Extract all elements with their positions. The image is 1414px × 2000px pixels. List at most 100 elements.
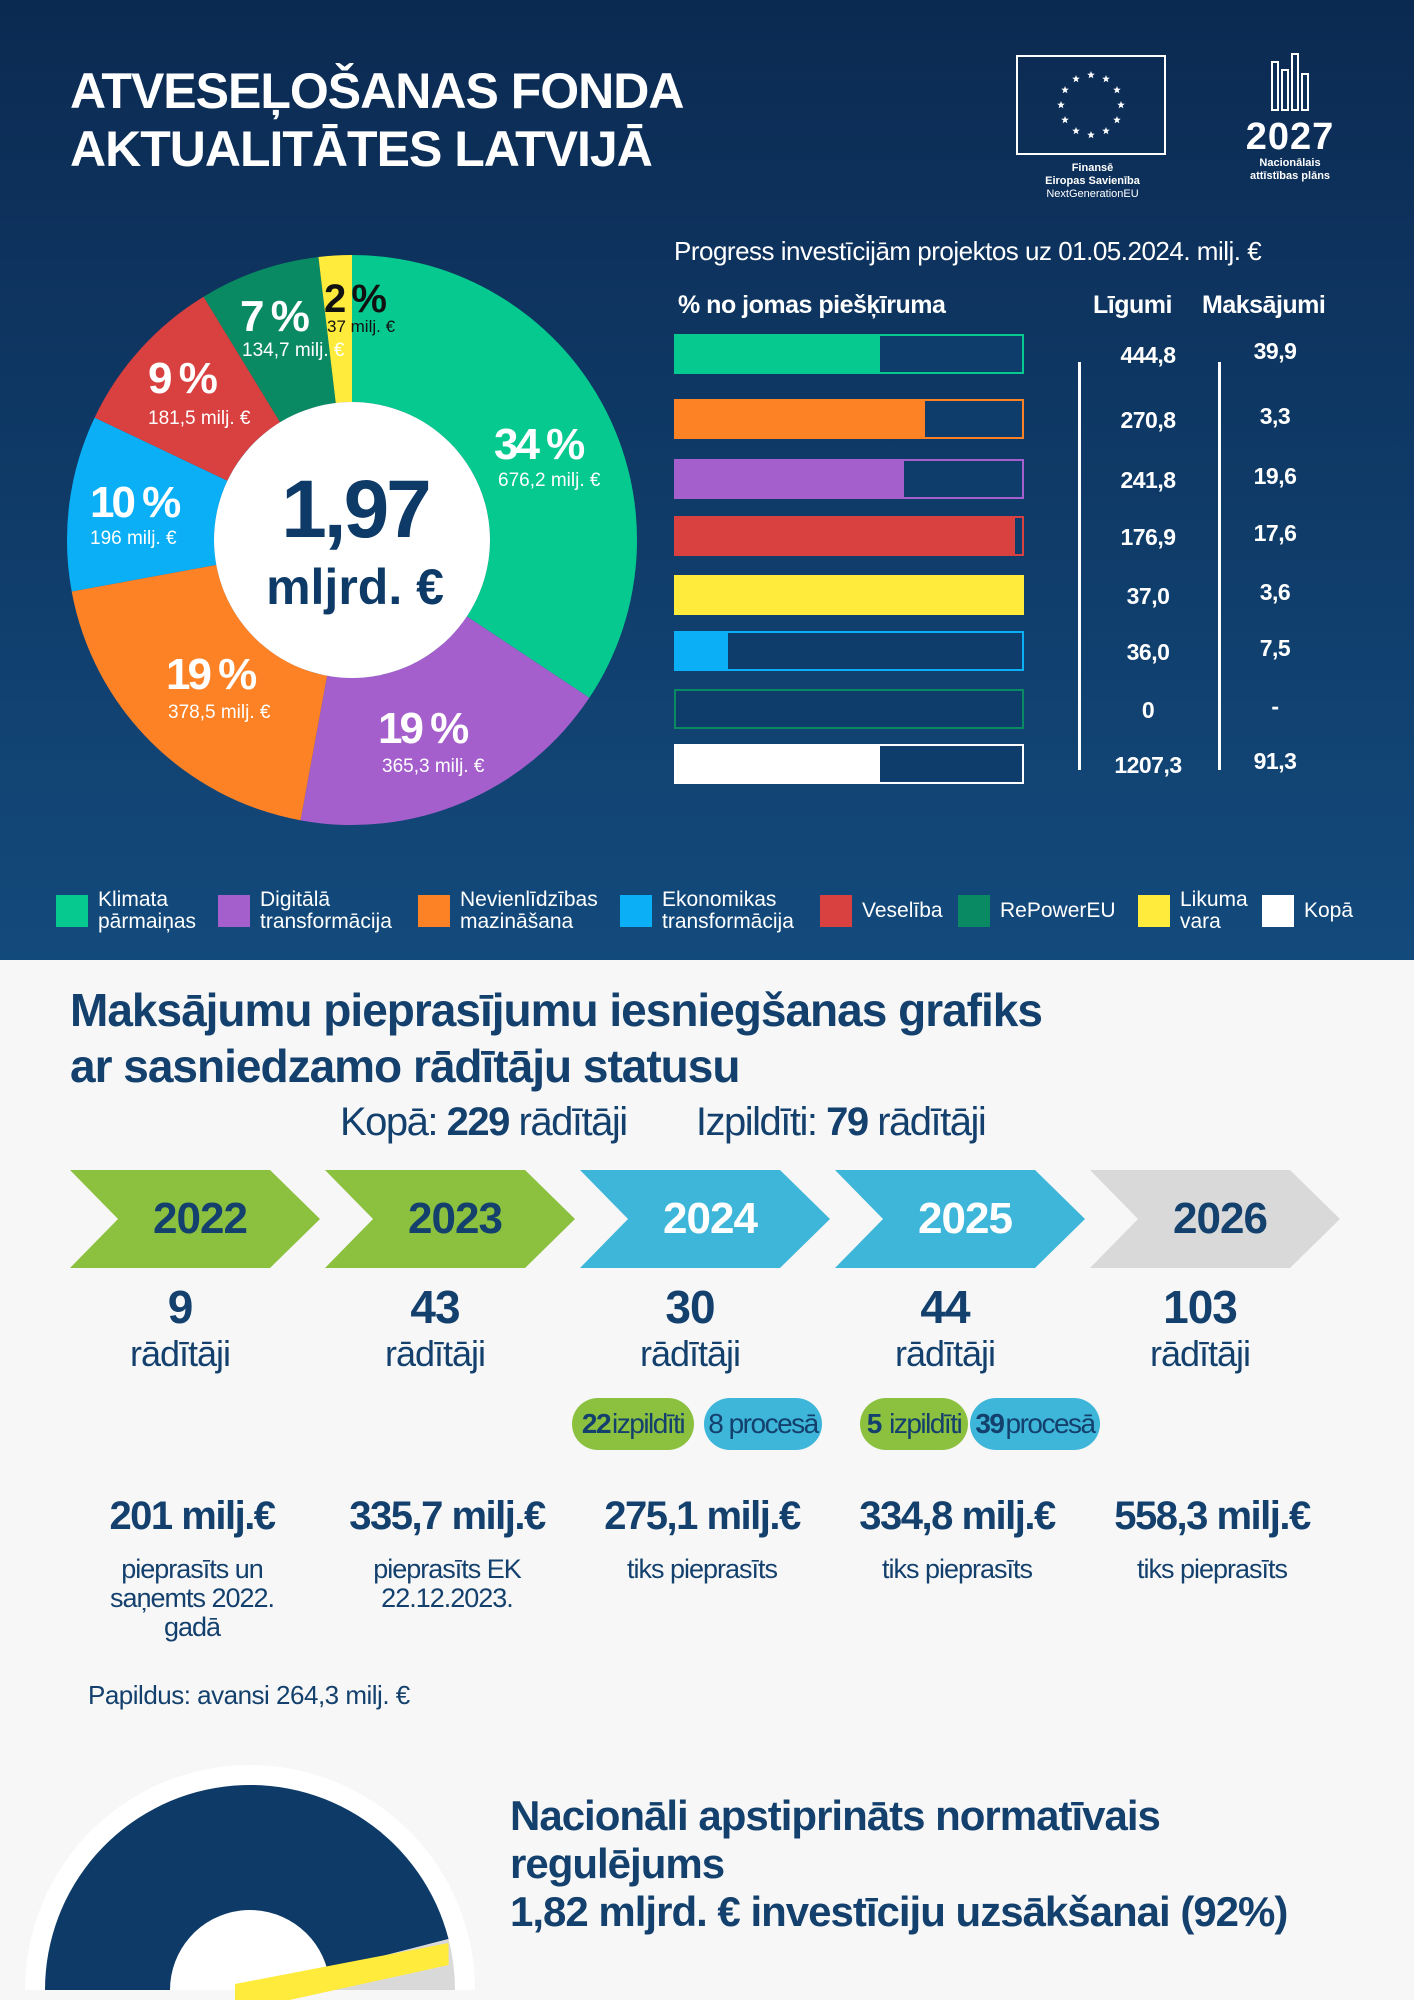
gauge-needle (235, 1943, 449, 2000)
donut-slice-2 (71, 564, 328, 821)
indicator-count: 103 (1163, 1281, 1238, 1333)
legend-item: Kopā (1262, 886, 1353, 936)
slice-label-klimata: 34 % (494, 420, 585, 469)
slice-value-veseliba: 181,5 milj. € (148, 408, 251, 429)
contracts-value: 37,0 (1126, 583, 1170, 609)
legend-item: Veselība (820, 886, 943, 936)
progress-bar-fill (676, 633, 728, 669)
payments-value: 3,6 (1259, 579, 1291, 605)
slice-value-ekonomikas: 196 milj. € (90, 528, 177, 549)
payments-value: 17,6 (1253, 520, 1297, 546)
year-arrow-2025: 2025 (835, 1170, 1085, 1268)
eu-star-icon (1072, 126, 1080, 135)
slice-value-likuma: 37 milj. € (327, 317, 396, 336)
progress-bar-fill (676, 746, 881, 782)
indicator-count: 9 (167, 1281, 194, 1333)
progress-bar (674, 631, 1024, 671)
payments-value: 91,3 (1253, 748, 1297, 774)
indicator-count: 44 (920, 1281, 970, 1333)
legend-swatch (218, 895, 250, 927)
eu-flag-logo (1016, 55, 1166, 155)
legend-swatch (1138, 895, 1170, 927)
npl-logo: 2027 Nacionālais attīstības plāns (1235, 52, 1345, 192)
legend-item: Digitālā transformācija (218, 886, 392, 936)
legend-label: Klimata pārmaiņas (98, 888, 197, 933)
indicator-unit: rādītāji (639, 1333, 741, 1374)
legend-item: RePowerEU (958, 886, 1116, 936)
payments-divider (1218, 362, 1221, 770)
requested-amount: 335,7 milj.€ (349, 1494, 546, 1538)
requested-amount-label: tiks pieprasīts (1136, 1554, 1288, 1584)
requested-amount-label: tiks pieprasīts (881, 1554, 1033, 1584)
progress-bar-fill (676, 518, 1016, 554)
requested-amount: 201 milj.€ (109, 1494, 276, 1538)
slice-label-ekonomikas: 10 % (90, 478, 181, 527)
eu-star-icon (1113, 116, 1121, 124)
eu-star-icon (1061, 86, 1069, 94)
payments-value: 39,9 (1253, 338, 1297, 364)
donut-total-unit: mljrd. € (266, 559, 444, 615)
year-arrow-2022: 2022 (70, 1170, 320, 1268)
gauge-done-arc (45, 1785, 449, 1990)
contracts-value: 176,9 (1120, 524, 1176, 550)
contracts-value: 1207,3 (1114, 752, 1182, 778)
legend-label: Digitālā transformācija (260, 888, 392, 933)
progress-bar (674, 399, 1024, 439)
contracts-value: 241,8 (1120, 467, 1176, 493)
donut-slice-1 (300, 616, 590, 825)
eu-star-icon (1072, 75, 1080, 83)
indicator-count: 43 (410, 1281, 460, 1333)
donut-slice-5 (203, 256, 336, 423)
progress-title: Progress investīcijām projektos uz 01.05… (674, 236, 1262, 266)
legend-label: Likuma vara (1180, 888, 1248, 933)
slice-value-digitala: 365,3 milj. € (382, 756, 485, 777)
col-share-header: % no jomas piešķīruma (678, 291, 946, 319)
year-arrow-2023: 2023 (325, 1170, 575, 1268)
progress-bar-fill (676, 577, 1022, 613)
legend-label: Kopā (1304, 899, 1354, 922)
legend-label: Ekonomikas transformācija (662, 888, 794, 933)
donut-total-value: 1,97 (281, 464, 432, 555)
payments-value: 7,5 (1259, 635, 1291, 661)
pill-2024-process: 8 procesā (704, 1398, 822, 1450)
slice-value-repowereu: 134,7 milj. € (242, 340, 345, 361)
progress-bar-fill (676, 461, 905, 497)
progress-bar (674, 516, 1024, 556)
progress-bar-fill (676, 401, 926, 437)
legend-item: Klimata pārmaiņas (56, 886, 196, 936)
donut-slice-0 (352, 255, 637, 698)
eu-star-icon (1061, 116, 1069, 124)
legend-item: Nevienlīdzības mazināšana (418, 886, 598, 936)
legend-swatch (56, 895, 88, 927)
requested-amount-label: tiks pieprasīts (626, 1554, 778, 1584)
slice-label-likuma: 2 % (324, 277, 387, 321)
slice-label-nevienlidzibas: 19 % (166, 650, 257, 699)
legend-swatch (620, 895, 652, 927)
contracts-value: 36,0 (1126, 639, 1170, 665)
legend-swatch (418, 895, 450, 927)
donut-slice-6 (318, 255, 352, 403)
donut-hole (214, 402, 490, 678)
year-arrow-2024: 2024 (580, 1170, 830, 1268)
eu-star-icon (1102, 126, 1110, 135)
progress-bar (674, 334, 1024, 374)
year-arrow-2026: 2026 (1090, 1170, 1340, 1268)
requested-amount-label: pieprasīts EK 22.12.2023. (373, 1554, 522, 1613)
contracts-value: 444,8 (1120, 342, 1176, 368)
contracts-divider (1078, 362, 1081, 770)
progress-bar (674, 744, 1024, 784)
slice-value-nevienlidzibas: 378,5 milj. € (168, 702, 271, 723)
progress-bar-fill (676, 336, 881, 372)
schedule-heading: Maksājumu pieprasījumu iesniegšanas graf… (70, 984, 1043, 1092)
legend-swatch (958, 895, 990, 927)
eu-star-icon (1113, 86, 1121, 94)
indicator-unit: rādītāji (384, 1333, 486, 1374)
npl-year: 2027 (1245, 116, 1335, 158)
payments-value: 19,6 (1253, 463, 1297, 489)
gauge-chart (25, 1765, 475, 2000)
requested-amount-label: pieprasīts un saņemts 2022. gadā (109, 1554, 275, 1642)
page-title: ATVESEĻOŠANAS FONDA AKTUALITĀTES LATVIJĀ (70, 63, 684, 177)
legend-label: Nevienlīdzības mazināšana (460, 888, 598, 933)
legend-swatch (820, 895, 852, 927)
donut-slice-4 (94, 296, 281, 481)
